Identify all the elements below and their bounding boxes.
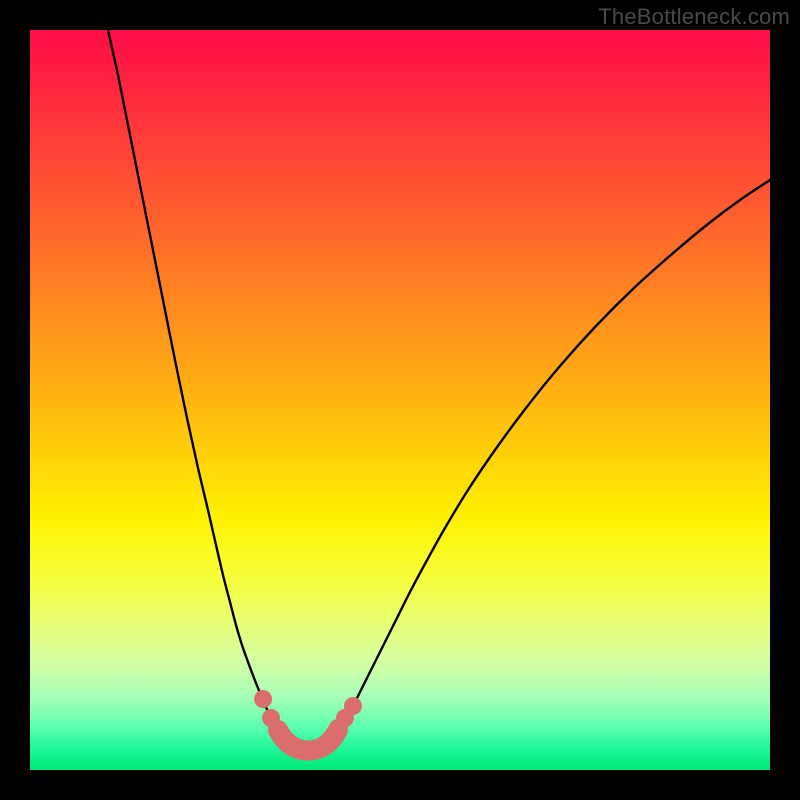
chart-frame: TheBottleneck.com <box>0 0 800 800</box>
bead-marker <box>254 690 272 708</box>
chart-background <box>30 30 770 770</box>
watermark-text: TheBottleneck.com <box>598 4 790 30</box>
chart-svg <box>30 30 770 770</box>
chart-plot-area <box>30 30 770 770</box>
bead-marker <box>344 697 362 715</box>
